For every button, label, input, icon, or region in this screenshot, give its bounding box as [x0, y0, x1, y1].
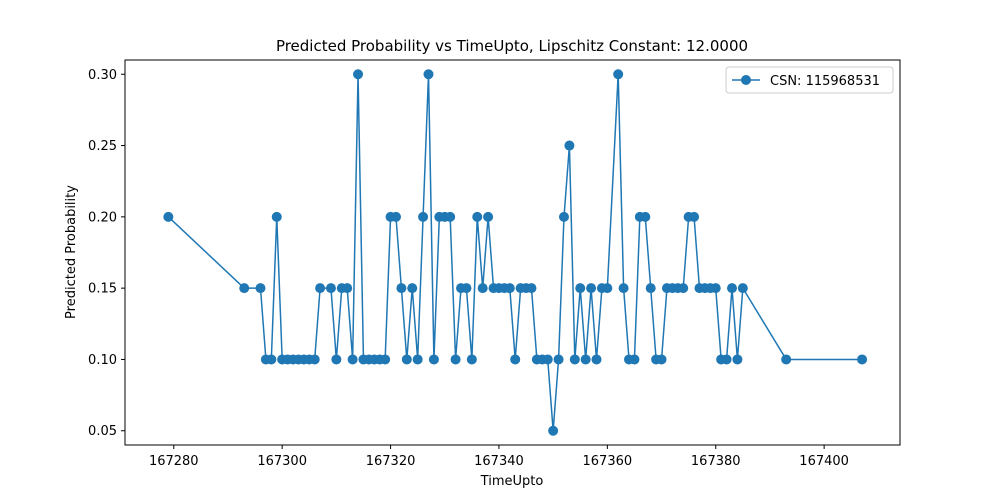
data-point	[732, 354, 743, 365]
x-tick-label: 167400	[799, 454, 849, 469]
data-point	[575, 283, 586, 294]
y-axis: 0.05 0.10 0.15 0.20 0.25 0.30	[88, 68, 125, 439]
data-point	[390, 211, 401, 222]
data-point	[445, 211, 456, 222]
data-point	[726, 283, 737, 294]
data-point	[255, 283, 266, 294]
data-point	[558, 211, 569, 222]
data-point	[401, 354, 412, 365]
data-point	[483, 211, 494, 222]
x-tick-label: 167320	[366, 454, 416, 469]
data-point	[591, 354, 602, 365]
data-point	[656, 354, 667, 365]
y-axis-label: Predicted Probability	[64, 185, 79, 319]
y-tick-label: 0.15	[88, 282, 117, 297]
x-axis-label: TimeUpto	[480, 474, 544, 489]
data-point	[710, 283, 721, 294]
data-point	[857, 354, 868, 365]
data-point	[412, 354, 423, 365]
data-point	[602, 283, 613, 294]
legend: CSN: 115968531	[725, 66, 894, 94]
data-point	[163, 211, 174, 222]
data-point	[678, 283, 689, 294]
x-axis: 167280 167300 167320 167340 167360 167380 1674…	[149, 445, 849, 469]
data-point	[353, 69, 364, 80]
data-point	[315, 283, 326, 294]
data-point	[342, 283, 353, 294]
legend-box	[725, 66, 894, 94]
x-tick-label: 167360	[583, 454, 633, 469]
data-point	[569, 354, 580, 365]
chart-title: Predicted Probability vs TimeUpto, Lipsc…	[276, 37, 748, 55]
data-point	[721, 354, 732, 365]
data-point	[510, 354, 521, 365]
y-tick-label: 0.20	[88, 210, 117, 225]
data-point	[325, 283, 336, 294]
data-point	[418, 211, 429, 222]
data-point	[586, 283, 597, 294]
data-point	[737, 283, 748, 294]
data-point	[271, 211, 282, 222]
data-point	[689, 211, 700, 222]
data-point	[542, 354, 553, 365]
data-point	[548, 425, 559, 436]
legend-marker-swatch	[741, 75, 751, 85]
data-point	[477, 283, 488, 294]
y-tick-label: 0.30	[88, 68, 117, 83]
data-point	[472, 211, 483, 222]
legend-label: CSN: 115968531	[770, 74, 880, 89]
y-tick-label: 0.25	[88, 139, 117, 154]
x-tick-label: 167300	[257, 454, 307, 469]
data-point	[553, 354, 564, 365]
data-point	[266, 354, 277, 365]
data-point	[450, 354, 461, 365]
y-tick-label: 0.10	[88, 353, 117, 368]
data-point	[396, 283, 407, 294]
data-point	[618, 283, 629, 294]
data-point	[428, 354, 439, 365]
data-point	[331, 354, 342, 365]
data-point	[423, 69, 434, 80]
data-point	[645, 283, 656, 294]
data-point	[526, 283, 537, 294]
data-point	[380, 354, 391, 365]
data-point	[629, 354, 640, 365]
data-point	[309, 354, 320, 365]
data-point	[407, 283, 418, 294]
x-tick-label: 167380	[691, 454, 741, 469]
x-tick-label: 167340	[474, 454, 524, 469]
data-point	[466, 354, 477, 365]
data-point	[239, 283, 250, 294]
data-point	[347, 354, 358, 365]
x-tick-label: 167280	[149, 454, 199, 469]
axes-frame	[124, 59, 901, 446]
data-point	[564, 140, 575, 151]
data-point	[781, 354, 792, 365]
data-point	[504, 283, 515, 294]
plot-area	[163, 69, 868, 436]
data-point	[640, 211, 651, 222]
y-tick-label: 0.05	[88, 424, 117, 439]
series-line	[167, 73, 863, 432]
data-point	[461, 283, 472, 294]
data-point	[613, 69, 624, 80]
data-point	[580, 354, 591, 365]
